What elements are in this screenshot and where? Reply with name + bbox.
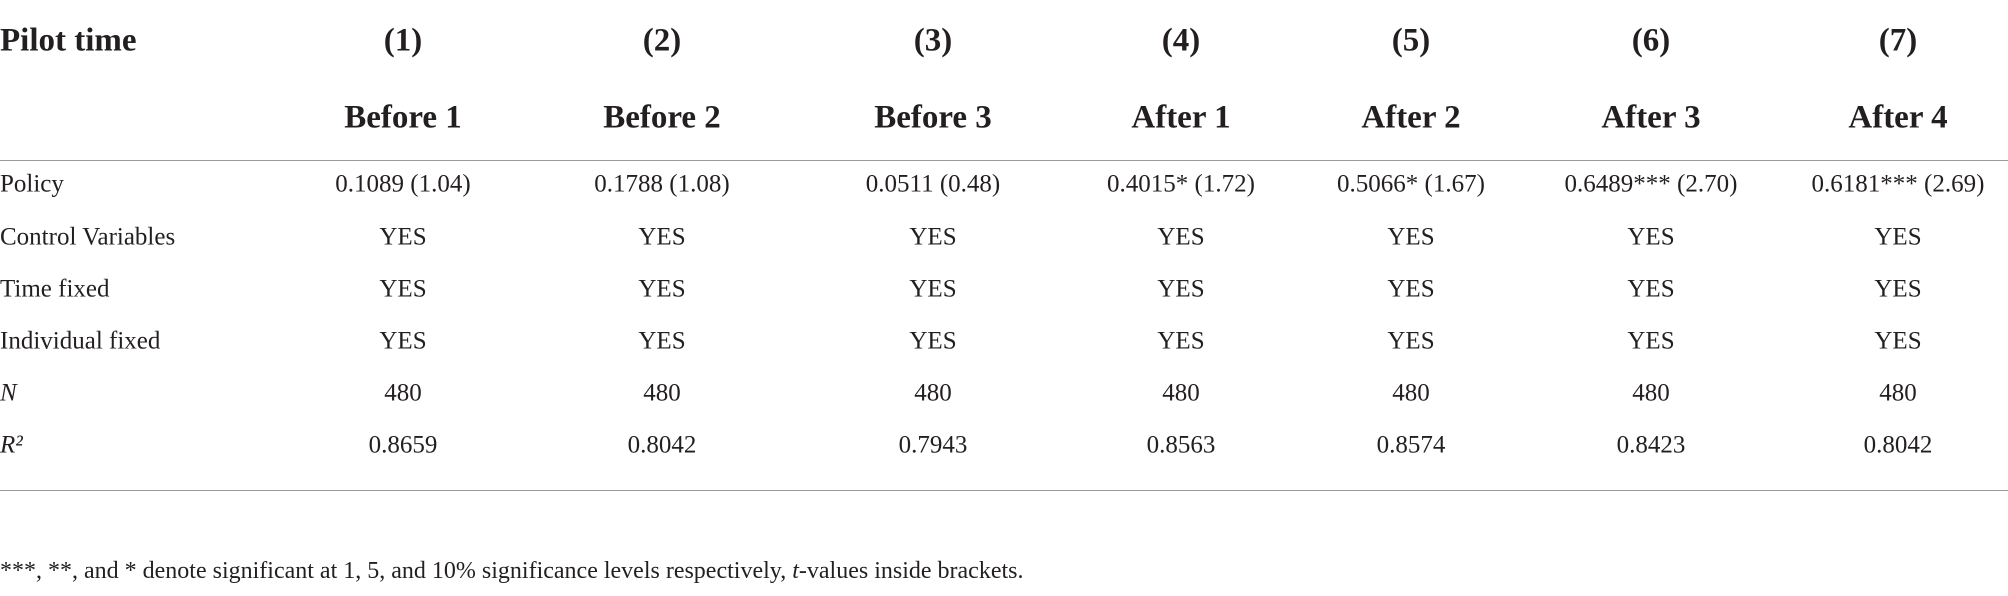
- cell: 0.6181*** (2.69): [1811, 170, 1985, 198]
- header-label: Pilot time: [0, 22, 137, 59]
- cell: 0.6489*** (2.70): [1564, 170, 1738, 198]
- footnote-text: ***, **, and * denote significant at 1, …: [0, 558, 793, 584]
- cell: YES: [909, 223, 957, 251]
- cell: 0.7943: [898, 431, 968, 459]
- row-label: Individual fixed: [0, 327, 161, 355]
- cell: 0.4015* (1.72): [1107, 170, 1255, 198]
- cell: YES: [1157, 223, 1205, 251]
- cell: YES: [1387, 223, 1435, 251]
- column-header: After 3: [1601, 99, 1701, 136]
- cell: 0.8042: [1863, 431, 1933, 459]
- cell: YES: [1157, 275, 1205, 303]
- cell: YES: [638, 327, 686, 355]
- cell: 0.8042: [627, 431, 697, 459]
- column-number: (4): [1161, 22, 1201, 59]
- cell: 480: [1392, 379, 1430, 407]
- column-header: Before 2: [603, 99, 721, 136]
- footnote-end: -values inside brackets.: [798, 558, 1024, 584]
- cell: YES: [1387, 275, 1435, 303]
- column-header: Before 3: [874, 99, 992, 136]
- cell: 0.1788 (1.08): [594, 170, 730, 198]
- row-label: Time fixed: [0, 275, 110, 303]
- column-number: (2): [642, 22, 682, 59]
- cell: 0.5066* (1.67): [1337, 170, 1485, 198]
- cell: YES: [1157, 327, 1205, 355]
- row-label: Control Variables: [0, 223, 176, 251]
- column-number: (5): [1391, 22, 1431, 59]
- cell: YES: [909, 275, 957, 303]
- cell: YES: [1627, 223, 1675, 251]
- header-rule: [0, 160, 2008, 161]
- column-header: After 4: [1848, 99, 1948, 136]
- cell: 480: [1632, 379, 1670, 407]
- cell: 480: [384, 379, 422, 407]
- cell: 0.0511 (0.48): [865, 170, 1001, 198]
- cell: 480: [1879, 379, 1917, 407]
- cell: 480: [914, 379, 952, 407]
- column-number: (3): [913, 22, 953, 59]
- footnote-italic: t: [792, 558, 799, 584]
- column-header: Before 1: [344, 99, 462, 136]
- cell: 480: [1162, 379, 1200, 407]
- cell: 0.1089 (1.04): [335, 170, 471, 198]
- cell: YES: [1627, 275, 1675, 303]
- row-label: N: [0, 379, 17, 407]
- cell: YES: [379, 223, 427, 251]
- cell: YES: [1874, 223, 1922, 251]
- bottom-rule: [0, 490, 2008, 491]
- cell: 0.8563: [1146, 431, 1216, 459]
- cell: YES: [909, 327, 957, 355]
- cell: YES: [1627, 327, 1675, 355]
- row-label: R²: [0, 431, 23, 459]
- cell: YES: [379, 275, 427, 303]
- column-number: (1): [383, 22, 423, 59]
- cell: 480: [643, 379, 681, 407]
- cell: YES: [1874, 275, 1922, 303]
- cell: YES: [1387, 327, 1435, 355]
- cell: 0.8659: [368, 431, 438, 459]
- column-number: (7): [1878, 22, 1918, 59]
- cell: 0.8423: [1616, 431, 1686, 459]
- row-label: Policy: [0, 170, 64, 198]
- cell: YES: [638, 223, 686, 251]
- column-header: After 1: [1131, 99, 1231, 136]
- cell: YES: [379, 327, 427, 355]
- column-header: After 2: [1361, 99, 1461, 136]
- footnote: ***, **, and * denote significant at 1, …: [0, 558, 1023, 585]
- cell: YES: [1874, 327, 1922, 355]
- column-number: (6): [1631, 22, 1671, 59]
- cell: YES: [638, 275, 686, 303]
- cell: 0.8574: [1376, 431, 1446, 459]
